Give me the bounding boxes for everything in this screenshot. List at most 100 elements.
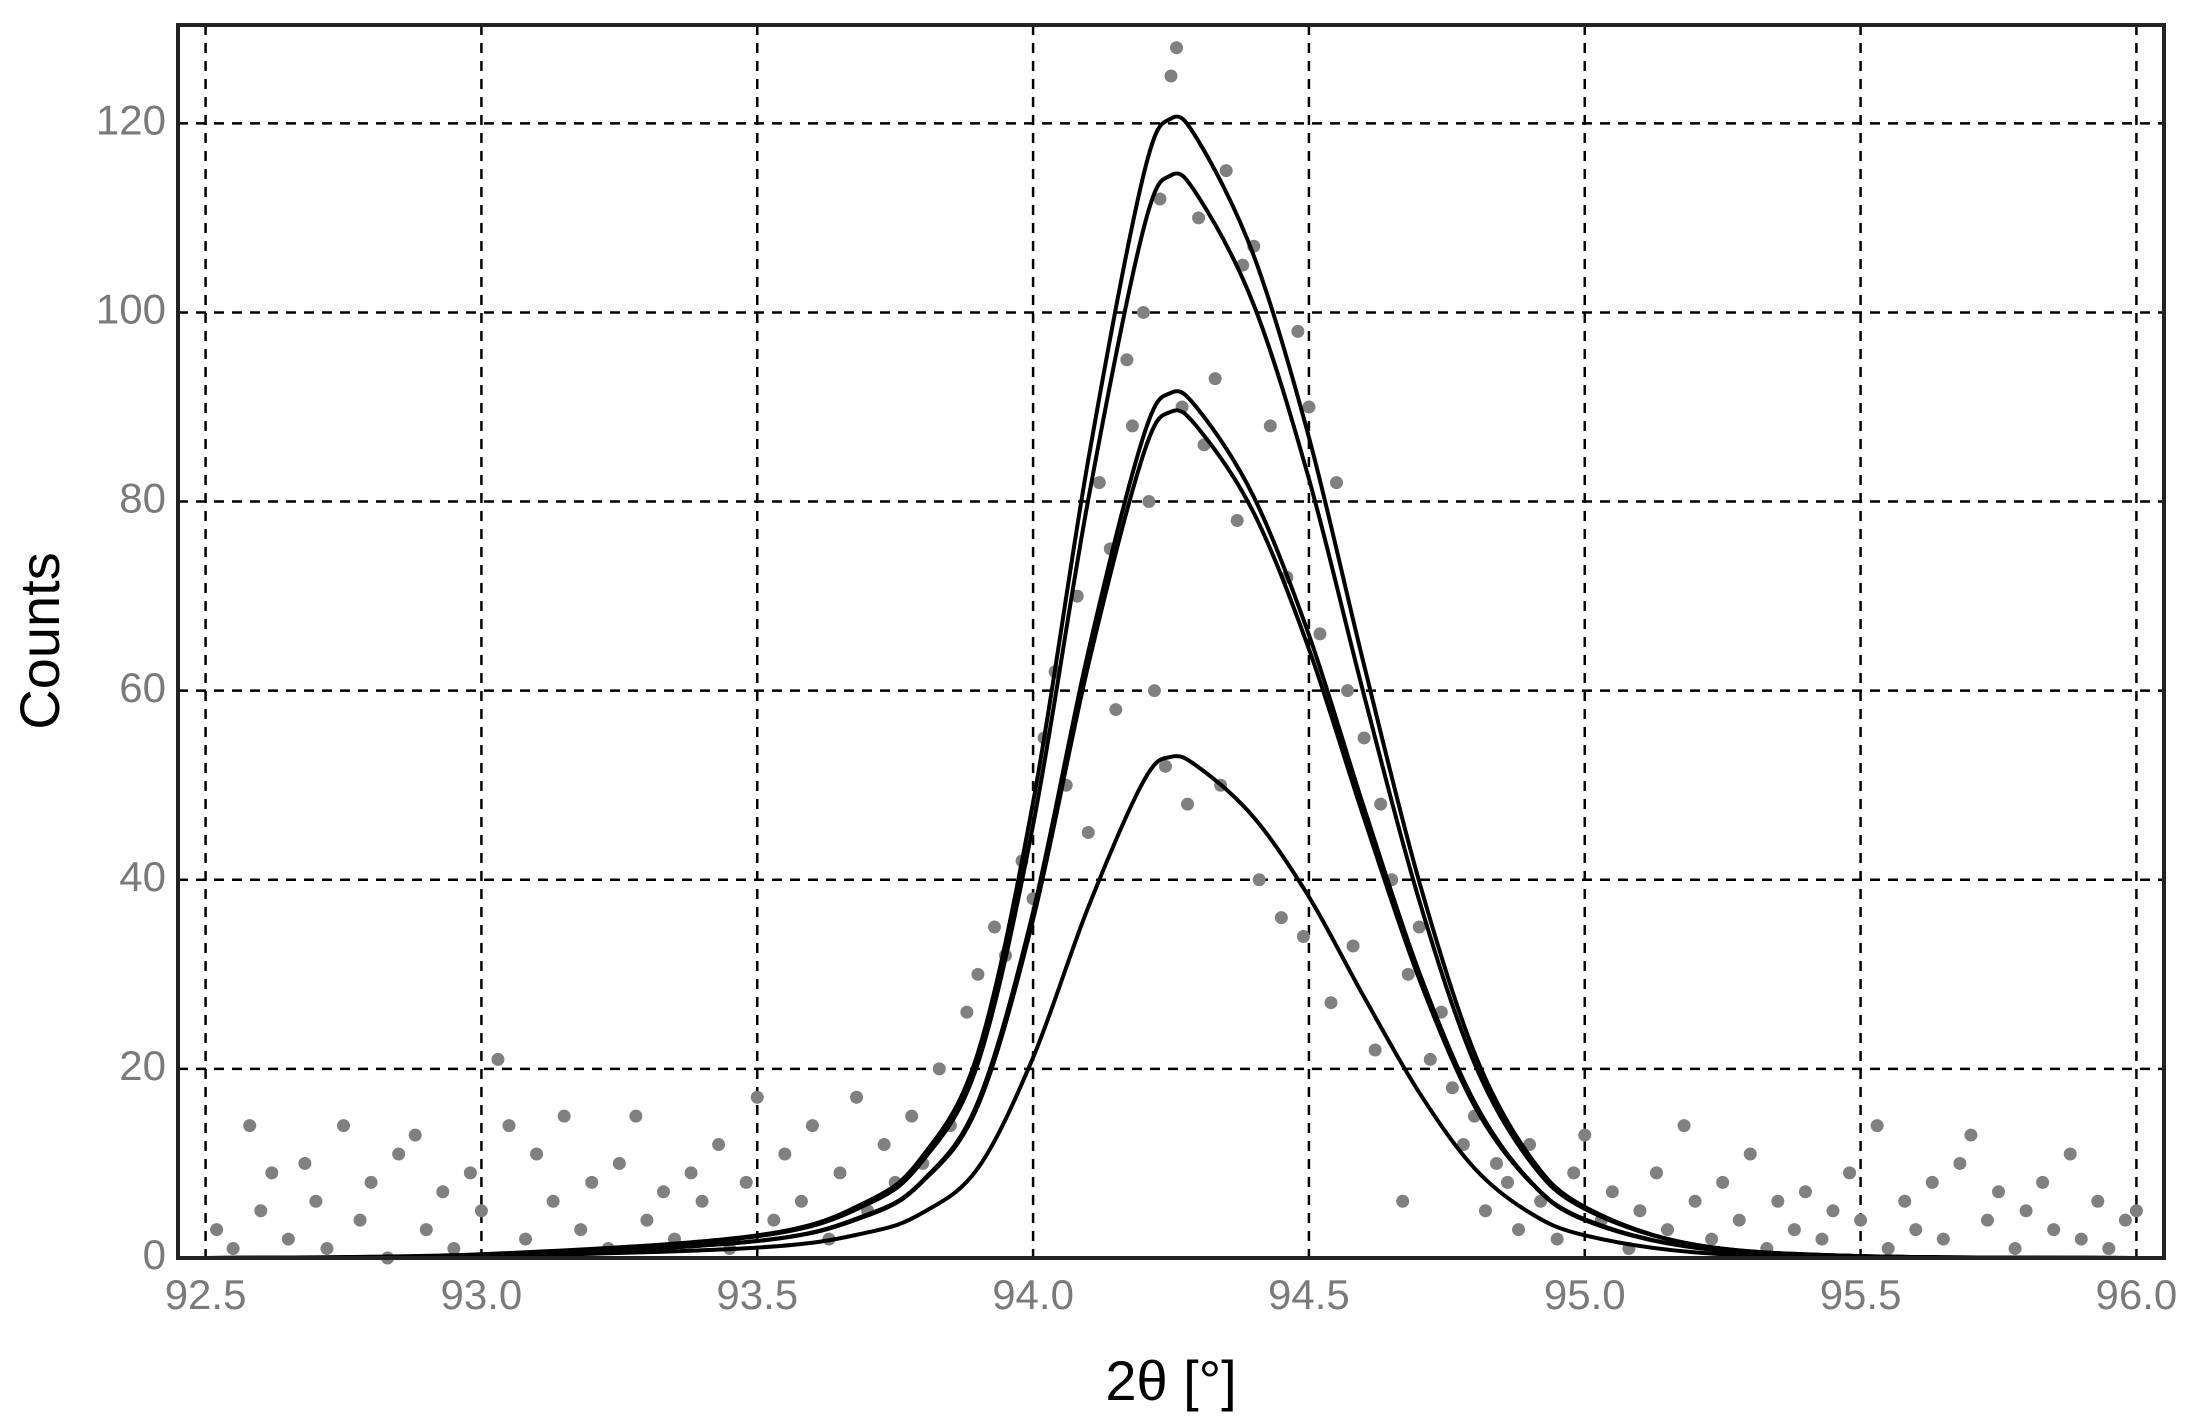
data-point [640, 1213, 654, 1227]
x-tick-label: 94.0 [992, 1271, 1074, 1318]
data-point [1605, 1185, 1619, 1199]
data-point [1219, 164, 1233, 178]
data-point [2118, 1213, 2132, 1227]
data-point [419, 1223, 433, 1237]
data-point [2129, 1204, 2143, 1218]
data-point [1909, 1223, 1923, 1237]
data-point [1109, 703, 1123, 717]
x-tick-label: 95.0 [1544, 1271, 1626, 1318]
data-point [226, 1242, 240, 1256]
y-tick-label: 120 [96, 96, 166, 143]
data-point [474, 1204, 488, 1218]
data-point [1705, 1232, 1719, 1246]
y-axis-label: Counts [8, 552, 71, 729]
data-point [1501, 1175, 1515, 1189]
data-point [1412, 920, 1426, 934]
data-point [1743, 1147, 1757, 1161]
data-point [1192, 211, 1206, 225]
data-point [337, 1119, 350, 1133]
data-point [1953, 1156, 1967, 1170]
data-point [1330, 476, 1343, 490]
data-point [1787, 1223, 1801, 1237]
data-point [546, 1194, 560, 1208]
y-tick-label: 80 [119, 475, 166, 522]
y-tick-label: 20 [119, 1042, 166, 1089]
data-point [695, 1194, 709, 1208]
grid: 92.5 93.0 93.5 94.0 94.5 95.0 95.5 96.0 0 20 40 60 8… [96, 25, 2177, 1318]
y-tick-label: 60 [119, 664, 166, 711]
data-point [1870, 1119, 1884, 1133]
data-point [447, 1242, 461, 1256]
data-point [2019, 1204, 2033, 1218]
data-point [850, 1090, 864, 1104]
data-point [750, 1090, 764, 1104]
y-tick-label: 0 [143, 1231, 166, 1278]
data-point [905, 1109, 919, 1123]
data-point [1324, 996, 1338, 1010]
data-point [1771, 1194, 1785, 1208]
fit-curve [205, 408, 2137, 1260]
data-point [684, 1166, 698, 1180]
x-tick-label: 95.5 [1820, 1271, 1902, 1318]
data-point [1120, 353, 1134, 367]
data-point [1677, 1119, 1691, 1133]
data-point [1980, 1213, 1994, 1227]
data-point [987, 920, 1001, 934]
data-point [1374, 797, 1388, 811]
data-point [2063, 1147, 2077, 1161]
data-point [2008, 1242, 2022, 1256]
data-point [1296, 930, 1310, 944]
data-point [254, 1204, 268, 1218]
data-point [2074, 1232, 2088, 1246]
data-point [1181, 797, 1195, 811]
data-point [629, 1109, 643, 1123]
data-point [1661, 1223, 1674, 1237]
data-point [1578, 1128, 1592, 1142]
data-point [1230, 513, 1244, 527]
data-point [1688, 1194, 1702, 1208]
data-point [767, 1213, 781, 1227]
data-point [2091, 1194, 2105, 1208]
data-point [1396, 1194, 1410, 1208]
data-point [712, 1138, 726, 1152]
data-point [1445, 1081, 1459, 1095]
x-tick-label: 92.5 [165, 1271, 247, 1318]
data-point [1964, 1128, 1978, 1142]
data-point [739, 1175, 753, 1189]
data-point [1092, 476, 1106, 490]
data-point [1826, 1204, 1840, 1218]
plot-frame [176, 23, 2166, 1260]
data-point [1302, 400, 1316, 414]
data-point [1815, 1232, 1829, 1246]
data-point [1170, 41, 1184, 55]
data-point [1843, 1166, 1857, 1180]
data-point [833, 1166, 847, 1180]
data-point [265, 1166, 279, 1180]
data-point [1263, 419, 1277, 433]
data-point [1434, 1005, 1448, 1019]
data-point [1346, 939, 1360, 953]
data-point [1716, 1175, 1730, 1189]
data-point [491, 1052, 505, 1066]
data-point [1925, 1175, 1939, 1189]
data-point [1142, 495, 1156, 509]
data-point [1357, 731, 1371, 745]
data-point [281, 1232, 295, 1246]
data-point [1798, 1185, 1812, 1199]
data-point [585, 1175, 599, 1189]
data-point [794, 1194, 808, 1208]
x-tick-label: 94.5 [1268, 1271, 1350, 1318]
data-point [1341, 684, 1355, 698]
data-point [353, 1213, 367, 1227]
data-point [1898, 1194, 1912, 1208]
data-point [1164, 69, 1178, 83]
data-point [778, 1147, 792, 1161]
data-point [1125, 419, 1139, 433]
data-point [298, 1156, 312, 1170]
data-point [392, 1147, 406, 1161]
data-point [1081, 826, 1095, 840]
data-point [1478, 1204, 1492, 1218]
data-point [1567, 1166, 1581, 1180]
x-axis-label: 2θ [°] [1105, 1349, 1236, 1412]
